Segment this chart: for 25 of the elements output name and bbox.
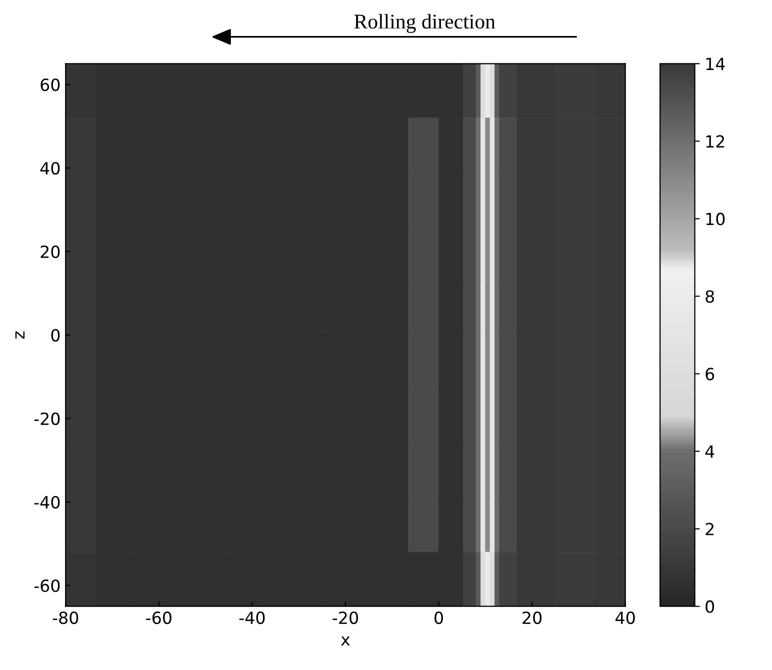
color-bar-label: 12 — [706, 135, 724, 148]
text: Rolling direction — [354, 14, 496, 33]
y-tick-label: 20 — [40, 245, 60, 258]
x-axis-title: x — [341, 636, 350, 646]
x-tick-label: 40 — [616, 612, 635, 624]
color-bar-label: 10 — [706, 212, 725, 226]
x-tick-label: -20 — [332, 612, 358, 624]
color-bar-label: 2 — [706, 522, 714, 536]
x-tick-label: -40 — [239, 612, 265, 624]
y-tick-label: -20 — [34, 412, 60, 426]
y-tick-label: -60 — [34, 579, 60, 592]
y-tick-label: 40 — [40, 162, 60, 175]
y-axis-title: z — [15, 331, 25, 339]
color-bar-label: 0 — [706, 600, 714, 613]
x-tick-label: -60 — [146, 612, 172, 624]
color-bar-label: 6 — [706, 368, 714, 380]
color-bar-label: 4 — [705, 445, 714, 458]
x-tick-label: -80 — [52, 612, 78, 624]
x-tick-label: 20 — [522, 612, 542, 624]
y-tick-label: -40 — [34, 496, 60, 509]
color-bar-label: 14 — [706, 58, 725, 70]
y-tick-label: 0 — [51, 328, 60, 342]
color-bar-label: 8 — [706, 290, 714, 303]
x-tick-label: 0 — [434, 612, 443, 624]
y-tick-label: 60 — [40, 78, 60, 92]
